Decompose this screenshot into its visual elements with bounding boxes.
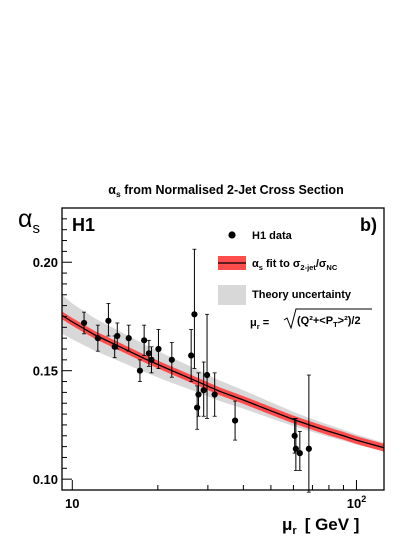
data-point	[141, 337, 148, 344]
data-point	[291, 432, 298, 439]
x-tick-label: 10	[65, 496, 79, 511]
data-point	[203, 371, 211, 379]
data-point	[305, 445, 312, 452]
data-point	[200, 387, 207, 394]
data-point	[105, 317, 112, 324]
legend-scale-formula-root: (Q²+<PT>²)/2	[297, 315, 361, 329]
legend-scale-formula: μr =	[250, 317, 269, 331]
data-point	[188, 352, 195, 359]
data-point	[136, 367, 144, 374]
data-point	[296, 450, 303, 457]
data-point	[292, 445, 299, 452]
x-tick-layer: 10 102	[65, 480, 366, 511]
x-tick-exponent: 2	[361, 494, 366, 504]
chart-title: αs from Normalised 2-Jet Cross Section	[108, 183, 343, 199]
data-point	[155, 345, 162, 353]
fit-line-layer	[62, 314, 384, 449]
data-point	[80, 319, 88, 327]
data-point	[191, 311, 198, 318]
data-point	[168, 356, 175, 363]
data-point	[125, 335, 132, 342]
fit-uncertainty-band	[62, 311, 384, 452]
legend: H1 data αs fit to σ2-jet/σNC Theory unce…	[218, 230, 372, 331]
data-point-layer	[80, 311, 312, 457]
experiment-label: H1	[72, 215, 95, 235]
y-tick-label: 0.20	[33, 255, 58, 270]
panel-label: b)	[360, 215, 377, 235]
y-tick-layer: 0.10 0.15 0.20	[33, 207, 72, 491]
legend-fit-label: αs fit to σ2-jet/σNC	[252, 258, 338, 272]
fit-line	[62, 314, 384, 449]
data-point	[145, 350, 152, 357]
legend-data-label: H1 data	[252, 230, 293, 242]
legend-theory-swatch	[218, 285, 246, 305]
x-tick-label: 102	[347, 494, 366, 511]
theory-uncertainty-band	[62, 294, 384, 452]
data-point	[148, 356, 155, 363]
y-tick-label: 0.10	[33, 472, 58, 487]
x-axis-label: μr[ GeV ]	[282, 515, 359, 537]
y-axis-label: αs	[18, 205, 40, 237]
data-point	[114, 332, 121, 340]
data-point	[111, 343, 118, 350]
theory-band-layer	[62, 294, 384, 452]
data-point	[195, 391, 202, 398]
sqrt-sign	[283, 308, 372, 330]
y-tick-label: 0.15	[33, 364, 58, 379]
data-point	[94, 335, 101, 342]
fit-band-layer	[62, 311, 384, 452]
data-point	[211, 391, 218, 398]
legend-data-marker	[228, 231, 236, 239]
plot-area: 0.10 0.15 0.20 10 102	[33, 207, 385, 511]
data-point	[231, 417, 239, 424]
legend-theory-label: Theory uncertainty	[252, 289, 352, 301]
data-point	[194, 404, 201, 411]
